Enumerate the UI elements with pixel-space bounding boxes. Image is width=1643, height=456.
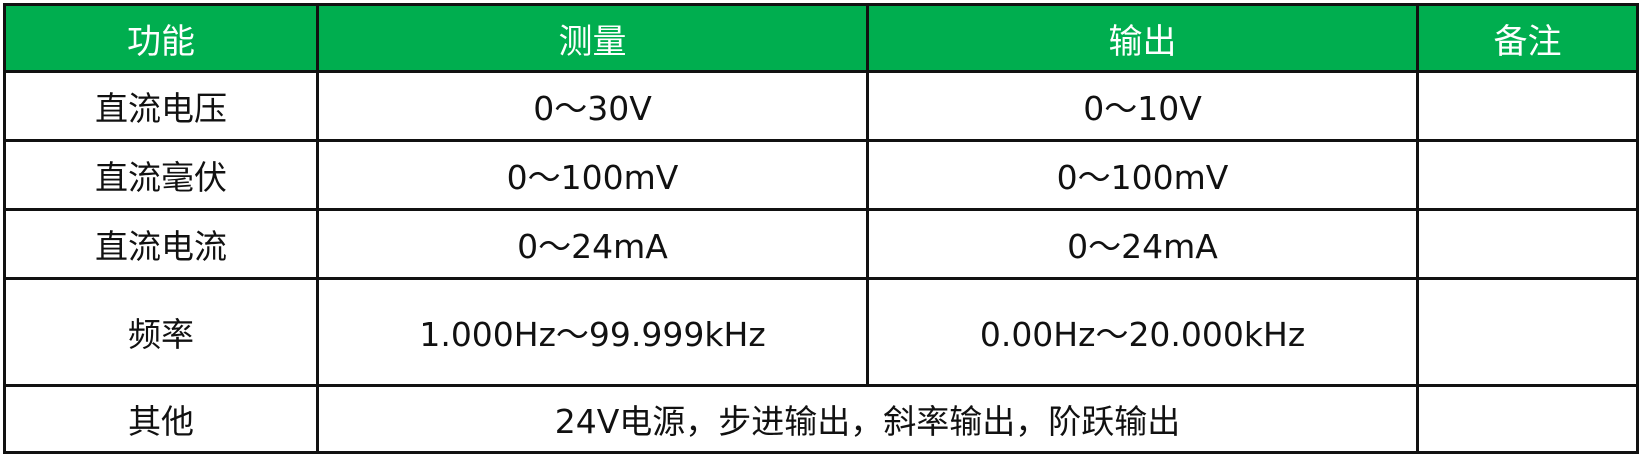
function-cell: 直流电流 (3, 208, 319, 280)
measure-cell: 0～30V (316, 70, 869, 142)
header-output: 输出 (866, 3, 1419, 73)
header-row: 功能 测量 输出 备注 (3, 3, 1639, 73)
function-cell: 直流毫伏 (3, 139, 319, 211)
table-row: 直流毫伏 0～100mV 0～100mV (3, 139, 1639, 211)
note-cell (1416, 384, 1639, 454)
measure-cell: 0～100mV (316, 139, 869, 211)
note-cell (1416, 208, 1639, 280)
note-cell (1416, 70, 1639, 142)
table-row-other: 其他 24V电源，步进输出，斜率输出，阶跃输出 (3, 384, 1639, 454)
output-cell: 0～24mA (866, 208, 1419, 280)
other-value-cell: 24V电源，步进输出，斜率输出，阶跃输出 (316, 384, 1419, 454)
measure-cell: 0～24mA (316, 208, 869, 280)
header-measure: 测量 (316, 3, 869, 73)
output-cell: 0～10V (866, 70, 1419, 142)
table-row: 直流电流 0～24mA 0～24mA (3, 208, 1639, 280)
output-cell: 0～100mV (866, 139, 1419, 211)
note-cell (1416, 139, 1639, 211)
table-row: 直流电压 0～30V 0～10V (3, 70, 1639, 142)
table-row: 频率 1.000Hz～99.999kHz 0.00Hz～20.000kHz (3, 277, 1639, 387)
function-cell: 其他 (3, 384, 319, 454)
function-cell: 频率 (3, 277, 319, 387)
spec-table: 功能 测量 输出 备注 直流电压 0～30V 0～10V 直流毫伏 0～100m… (3, 3, 1639, 454)
output-cell: 0.00Hz～20.000kHz (866, 277, 1419, 387)
header-function: 功能 (3, 3, 319, 73)
note-cell (1416, 277, 1639, 387)
header-note: 备注 (1416, 3, 1639, 73)
function-cell: 直流电压 (3, 70, 319, 142)
measure-cell: 1.000Hz～99.999kHz (316, 277, 869, 387)
